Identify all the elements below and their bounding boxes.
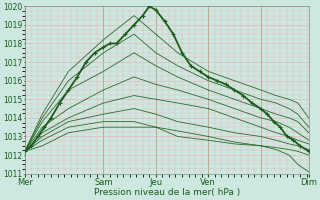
X-axis label: Pression niveau de la mer( hPa ): Pression niveau de la mer( hPa )	[94, 188, 240, 197]
